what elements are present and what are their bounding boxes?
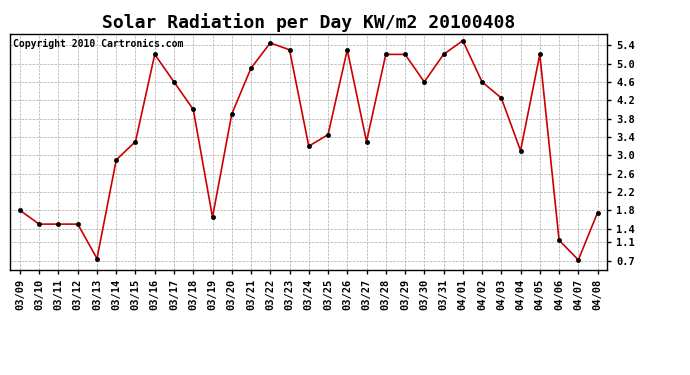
Text: Copyright 2010 Cartronics.com: Copyright 2010 Cartronics.com <box>13 39 184 48</box>
Title: Solar Radiation per Day KW/m2 20100408: Solar Radiation per Day KW/m2 20100408 <box>102 13 515 32</box>
